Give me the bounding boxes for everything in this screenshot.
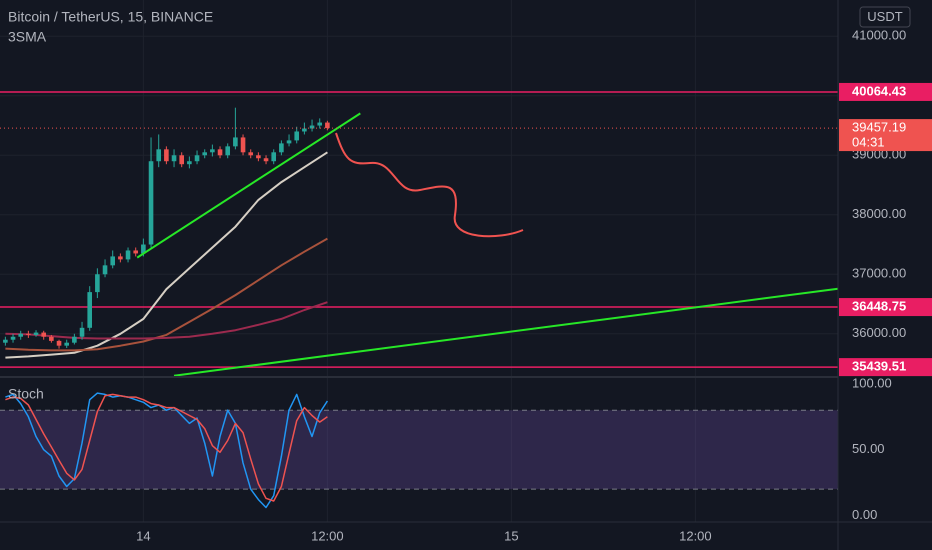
candle-body: [118, 256, 123, 260]
plot: [0, 0, 839, 522]
candle-body: [79, 327, 85, 337]
candle-body: [164, 149, 169, 162]
candle-body: [233, 137, 238, 147]
y-tick-label: 50.00: [852, 441, 885, 456]
stoch-band: [0, 410, 838, 490]
price-label: 35439.51: [852, 359, 906, 374]
candle-body: [141, 244, 146, 254]
currency-box[interactable]: [859, 6, 911, 28]
candle-body: [294, 131, 300, 141]
price-label-box: [839, 298, 932, 317]
sma-line: [5, 301, 328, 340]
countdown-label: 04:31: [852, 135, 885, 150]
x-tick-label: 15: [504, 528, 518, 543]
candle-body: [133, 250, 139, 254]
candle-body: [248, 152, 254, 156]
candle-body: [156, 149, 162, 162]
candle-body: [225, 146, 231, 156]
stoch-line: [5, 392, 329, 509]
sma-line: [5, 237, 328, 352]
y-tick-label: 36000.00: [852, 325, 906, 340]
trendline: [136, 112, 361, 259]
price-label-box: [839, 82, 932, 101]
candle-body: [125, 250, 131, 260]
candle-body: [56, 340, 62, 346]
currency[interactable]: USDT: [867, 9, 902, 24]
y-tick-label: 38000.00: [852, 206, 906, 221]
candle-body: [72, 336, 77, 343]
candle-body: [309, 125, 315, 129]
candle-body: [18, 333, 24, 337]
candle-body: [33, 332, 39, 335]
last-price-label: 39457.19: [852, 120, 906, 135]
symbol-title: Bitcoin / TetherUS, 15, BINANCE: [8, 9, 213, 25]
stoch-line: [5, 393, 328, 502]
candle-body: [317, 122, 323, 126]
candle-body: [148, 161, 154, 245]
price-label: 36448.75: [852, 298, 906, 313]
trendline: [173, 287, 839, 377]
candle-body: [286, 140, 292, 144]
y-tick-label: 41000.00: [852, 28, 906, 43]
price-label-box: [839, 358, 932, 377]
candle-body: [179, 155, 185, 165]
candle-body: [171, 155, 177, 162]
candle-body: [10, 336, 16, 340]
indicator-label: 3SMA: [8, 29, 47, 45]
y-tick-label: 37000.00: [852, 266, 906, 281]
y-tick-label: 0.00: [852, 507, 877, 522]
candle-body: [217, 149, 223, 156]
candle-body: [302, 128, 307, 132]
candle-body: [325, 122, 330, 129]
candle-body: [279, 143, 284, 153]
candle-body: [26, 333, 31, 335]
candle-body: [3, 339, 8, 343]
candle-body: [271, 152, 277, 162]
candle-body: [49, 336, 54, 341]
candle-body: [110, 256, 116, 266]
drawing: [335, 132, 524, 238]
stoch-label: Stoch: [8, 386, 44, 402]
candle-body: [240, 137, 246, 153]
candle-body: [95, 274, 100, 293]
candle-body: [41, 332, 47, 337]
candle-body: [210, 149, 215, 153]
y-tick-label: 100.00: [852, 375, 892, 390]
candle-body: [194, 155, 200, 162]
x-tick-label: 12:00: [679, 528, 712, 543]
candle-body: [202, 152, 208, 156]
candle-body: [64, 342, 70, 346]
price-label: 40064.43: [852, 83, 906, 98]
candle-body: [187, 161, 192, 165]
candle-body: [87, 292, 93, 328]
candle-body: [102, 265, 108, 275]
x-tick-label: 12:00: [311, 528, 344, 543]
last-price-box: [839, 119, 932, 152]
x-tick-label: 14: [136, 528, 150, 543]
sma-line: [5, 151, 328, 359]
candle-body: [263, 158, 269, 162]
candle-body: [256, 155, 261, 159]
